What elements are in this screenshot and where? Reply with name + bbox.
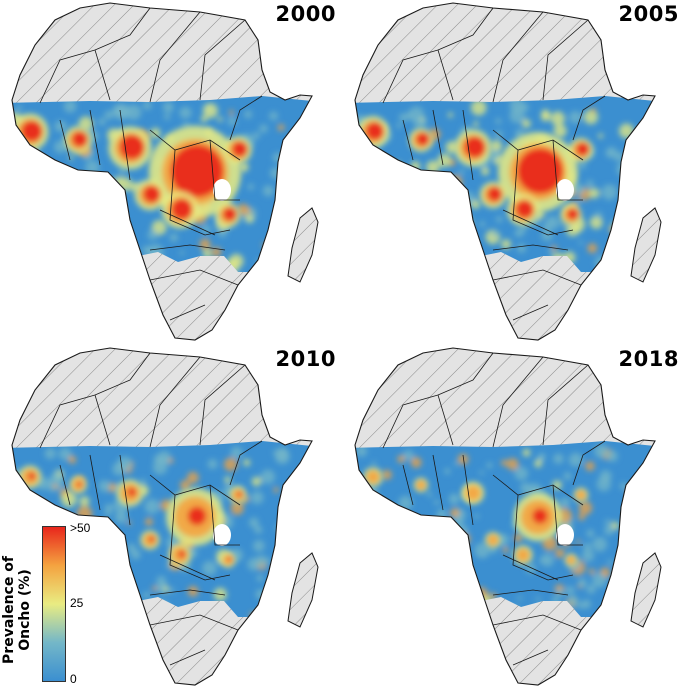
west-coast-hotspot-peak	[28, 472, 36, 480]
prevalence-hotspots	[18, 465, 247, 568]
tanzania-hotspot-core	[566, 555, 576, 565]
ethiopia-hotspot-peak	[232, 141, 248, 157]
continent-outline	[354, 2, 656, 341]
nigeria-hotspot-peak	[119, 134, 145, 160]
ethiopia-hotspot-peak	[576, 142, 590, 156]
nigeria-hotspot-peak	[464, 136, 486, 158]
prevalence-hotspots	[357, 116, 593, 226]
year-label-2005: 2005	[618, 2, 679, 26]
cameroon-hotspot-core	[487, 534, 499, 546]
ghana-hotspot-peak	[77, 481, 83, 487]
ethiopia-hotspot-core	[575, 489, 587, 501]
lake-victoria	[213, 179, 231, 201]
congo-south-hotspot-peak	[171, 198, 193, 220]
country-borders	[39, 352, 263, 666]
continent-outline	[11, 347, 313, 686]
country-borders	[382, 352, 606, 666]
non-endemic-madagascar	[288, 208, 318, 282]
tanzania-hotspot-peak	[222, 206, 238, 222]
color-legend: Prevalence of Oncho (%) >50 25 0	[0, 520, 120, 689]
central-hotspot-peak	[532, 508, 548, 524]
madagascar-outline	[287, 552, 319, 628]
nigeria-hotspot-peak	[127, 487, 137, 497]
legend-title: Prevalence of Oncho (%)	[1, 535, 33, 685]
non-endemic-madagascar	[631, 553, 661, 627]
madagascar-outline	[287, 207, 319, 283]
country-borders	[382, 7, 606, 321]
non-endemic-madagascar	[631, 208, 661, 282]
ghana-hotspot-core	[415, 479, 427, 491]
central-hotspot-peak	[187, 506, 207, 526]
west-coast-hotspot-peak	[365, 121, 385, 141]
legend-tick-min: 0	[70, 672, 77, 686]
congo-south-hotspot-peak	[515, 199, 535, 219]
non-endemic-madagascar	[288, 553, 318, 627]
year-label-2010: 2010	[275, 347, 336, 371]
legend-title-line1: Prevalence of	[1, 556, 17, 664]
endemic-region	[355, 3, 661, 340]
legend-title-line2: Oncho (%)	[17, 569, 33, 651]
tanzania-hotspot-peak	[566, 207, 580, 221]
cameroon-hotspot-peak	[143, 185, 161, 203]
endemic-region	[355, 348, 661, 685]
lake-victoria	[556, 179, 574, 201]
legend-tick-mid: 25	[70, 596, 84, 610]
legend-color-bar	[42, 526, 66, 682]
country-borders	[39, 7, 263, 321]
lake-victoria	[556, 524, 574, 546]
ethiopia-hotspot-peak	[237, 491, 243, 497]
ghana-hotspot-peak	[416, 132, 430, 146]
continent-outline	[354, 347, 656, 686]
year-label-2018: 2018	[618, 347, 679, 371]
madagascar-outline	[630, 207, 662, 283]
map-panel-2005: 2005	[343, 0, 685, 344]
year-label-2000: 2000	[275, 2, 336, 26]
lake-victoria	[213, 524, 231, 546]
map-panel-2000: 2000	[0, 0, 342, 344]
legend-tick-max: >50	[70, 521, 91, 535]
africa-map-2018	[354, 347, 662, 686]
map-panel-2018: 2018	[343, 345, 685, 689]
west-coast-hotspot-peak	[21, 120, 43, 142]
cameroon-hotspot-peak	[487, 186, 503, 202]
madagascar-outline	[630, 552, 662, 628]
continent-outline	[11, 2, 313, 341]
cameroon-hotspot-peak	[148, 535, 156, 543]
congo-south-hotspot-peak	[178, 550, 186, 558]
central-hotspot-peak	[170, 144, 224, 198]
endemic-region	[12, 3, 318, 340]
africa-map-2000	[11, 2, 319, 341]
central-hotspot-peak	[517, 148, 563, 194]
congo-south-hotspot-core	[516, 548, 530, 562]
west-coast-hotspot-core	[366, 470, 380, 484]
ghana-hotspot-peak	[72, 131, 88, 147]
africa-map-2005	[354, 2, 662, 341]
tanzania-hotspot-peak	[227, 556, 233, 562]
